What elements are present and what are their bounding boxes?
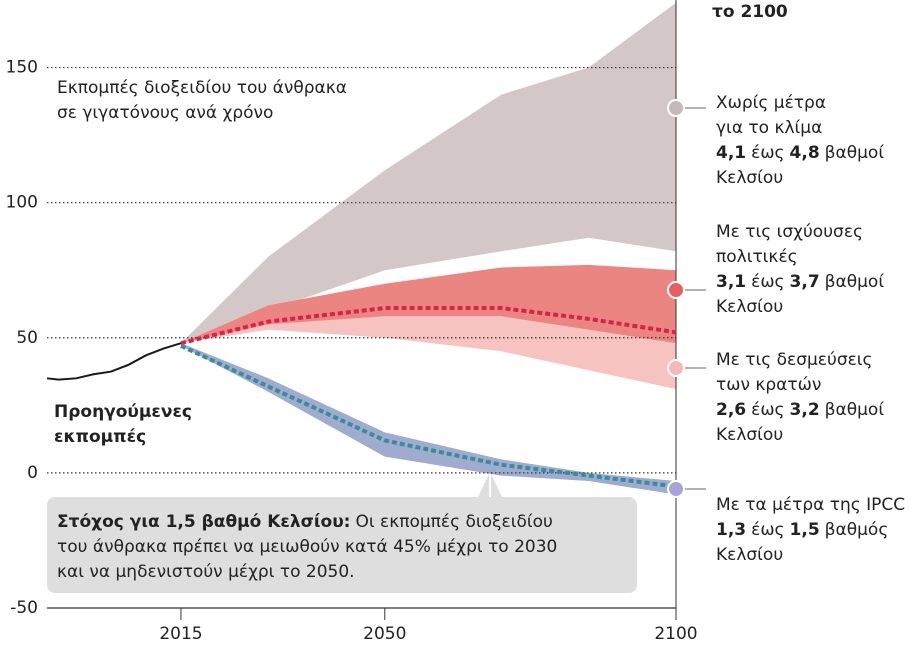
legend-range-part: 2,6: [716, 400, 746, 420]
dashed-line: [180, 344, 677, 489]
legend-range: 1,3 έως 1,5 βαθμός: [716, 520, 888, 540]
legend-range-part: έως: [751, 143, 784, 163]
callout-text: του άνθρακα πρέπει να μειωθούν κατά 45% …: [57, 537, 557, 557]
y-tick-label: 0: [27, 463, 38, 483]
legend-marker: [667, 480, 685, 498]
callout-line: Οι εκπομπές διοξειδίου: [355, 512, 552, 532]
history-label: εκπομπές: [54, 427, 146, 447]
legend-label: πολιτικές: [716, 247, 798, 267]
history-line: [46, 342, 182, 381]
legend-range-part: 4,1: [716, 143, 746, 163]
legend-label: των κρατών: [716, 375, 821, 395]
legend-range: 2,6 έως 3,2 βαθμοί: [716, 400, 884, 420]
legend-marker: [667, 99, 685, 117]
legend-marker: [667, 359, 685, 377]
annotation: Εκπομπές διοξειδίου του άνθρακα: [57, 78, 347, 98]
y-tick-label: 100: [6, 193, 38, 213]
legend-range-part: έως: [751, 272, 784, 292]
legend-label: για το κλίμα: [716, 118, 822, 138]
chart-title: το 2100: [712, 2, 788, 22]
callout-box: [47, 497, 637, 593]
legend-range: 3,1 έως 3,7 βαθμοί: [716, 272, 884, 292]
legend-marker: [667, 281, 685, 299]
callout-bold: Στόχος για 1,5 βαθμό Κελσίου:: [57, 512, 350, 532]
legend-range-part: έως: [751, 400, 784, 420]
band: [180, 343, 676, 495]
callout-text: και να μηδενιστούν μέχρι το 2050.: [57, 562, 355, 582]
x-tick-label: 2100: [654, 624, 697, 644]
band: [180, 2, 676, 344]
y-tick-label: 50: [16, 328, 38, 348]
x-tick-label: 2050: [363, 624, 406, 644]
legend-range-part: 1,3: [716, 520, 746, 540]
x-tick-label: 2015: [159, 624, 202, 644]
legend-range-part: 3,1: [716, 272, 746, 292]
legend-range-part: βαθμοί: [825, 400, 885, 420]
band: [180, 305, 676, 390]
legend-unit: Κελσίου: [716, 545, 783, 565]
annotation: σε γιγατόνους ανά χρόνο: [57, 103, 273, 123]
legend-range-part: 3,2: [790, 400, 820, 420]
legend-range-part: βαθμός: [825, 520, 889, 540]
legend-range-part: 1,5: [790, 520, 820, 540]
history-label: Προηγούμενες: [54, 402, 192, 422]
legend-unit: Κελσίου: [716, 425, 783, 445]
legend-range-part: 4,8: [790, 143, 820, 163]
legend-label: Με τις δεσμεύσεις: [716, 350, 873, 370]
legend-label: Χωρίς μέτρα: [716, 93, 826, 113]
legend-unit: Κελσίου: [716, 168, 783, 188]
legend-range-part: έως: [751, 520, 784, 540]
band: [180, 264, 676, 344]
legend-range-part: βαθμοί: [825, 272, 885, 292]
legend-range: 4,1 έως 4,8 βαθμοί: [716, 143, 884, 163]
legend-range-part: 3,7: [790, 272, 820, 292]
y-tick-label: 150: [6, 58, 38, 78]
legend-unit: Κελσίου: [716, 297, 783, 317]
legend-label: Με τις ισχύουσες: [716, 222, 863, 242]
dashed-line: [180, 306, 677, 346]
legend-range-part: βαθμοί: [825, 143, 885, 163]
callout-text: Στόχος για 1,5 βαθμό Κελσίου: Οι εκπομπές…: [57, 512, 553, 532]
y-tick-label: -50: [10, 598, 38, 618]
legend-label: Με τα μέτρα της IPCC: [716, 495, 905, 515]
